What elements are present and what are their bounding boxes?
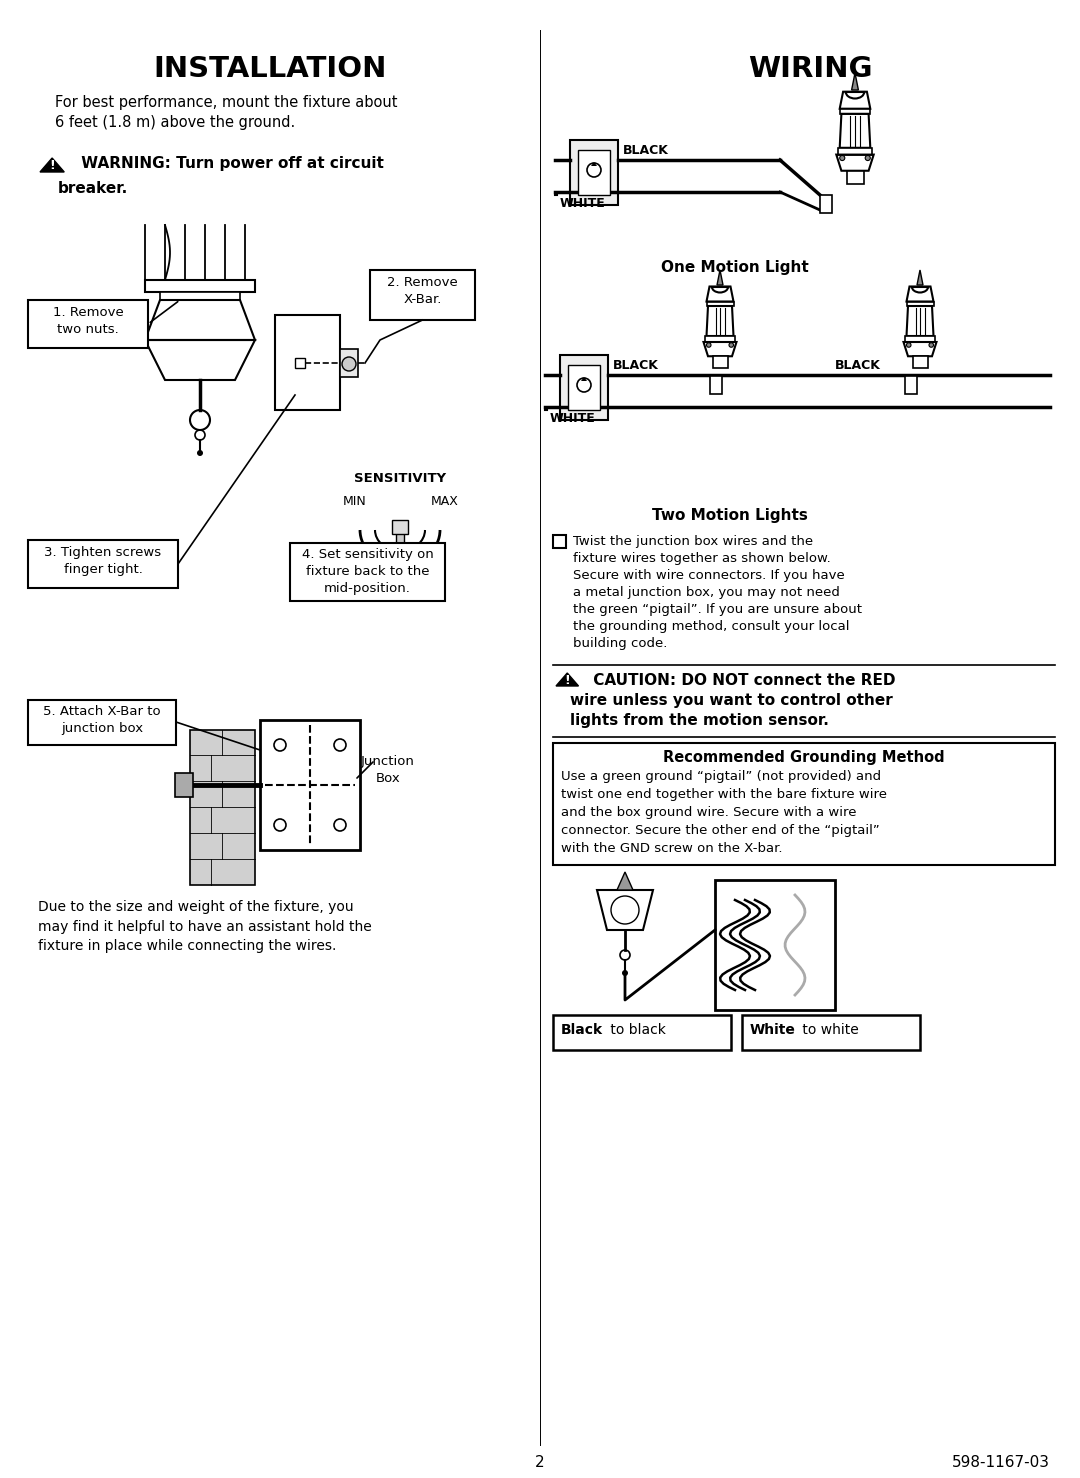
Text: Due to the size and weight of the fixture, you
may find it helpful to have an as: Due to the size and weight of the fixtur… xyxy=(38,900,372,953)
Bar xyxy=(553,1015,731,1049)
Text: WHITE: WHITE xyxy=(561,197,606,210)
Text: MIN: MIN xyxy=(343,495,367,508)
Text: to white: to white xyxy=(798,1023,859,1038)
Bar xyxy=(160,293,240,300)
Text: Recommended Grounding Method: Recommended Grounding Method xyxy=(663,749,945,766)
Bar xyxy=(578,149,610,195)
Text: 2. Remove
X-Bar.: 2. Remove X-Bar. xyxy=(387,276,458,306)
Bar xyxy=(906,302,933,306)
Bar xyxy=(190,730,255,885)
Text: the green “pigtail”. If you are unsure about: the green “pigtail”. If you are unsure a… xyxy=(573,603,862,616)
Bar xyxy=(705,336,735,341)
Text: 3. Tighten screws
finger tight.: 3. Tighten screws finger tight. xyxy=(44,545,162,576)
Bar xyxy=(713,356,728,368)
Text: wire unless you want to control other: wire unless you want to control other xyxy=(570,693,893,708)
Text: 5. Attach X-Bar to
junction box: 5. Attach X-Bar to junction box xyxy=(43,705,161,735)
Bar xyxy=(370,270,475,321)
Bar xyxy=(561,355,608,420)
Bar xyxy=(838,148,872,155)
Text: INSTALLATION: INSTALLATION xyxy=(153,55,387,83)
Bar xyxy=(396,531,404,559)
Text: One Motion Light: One Motion Light xyxy=(661,260,809,275)
Text: a metal junction box, you may not need: a metal junction box, you may not need xyxy=(573,585,840,599)
Text: Secure with wire connectors. If you have: Secure with wire connectors. If you have xyxy=(573,569,845,582)
Bar xyxy=(715,879,835,1009)
Text: Two Motion Lights: Two Motion Lights xyxy=(652,508,808,523)
Polygon shape xyxy=(591,163,597,166)
Text: 2: 2 xyxy=(536,1454,544,1471)
Text: 598-1167-03: 598-1167-03 xyxy=(951,1454,1050,1471)
Bar xyxy=(706,302,733,306)
Text: to black: to black xyxy=(606,1023,666,1038)
Text: WARNING: Turn power off at circuit: WARNING: Turn power off at circuit xyxy=(76,157,383,171)
Bar xyxy=(710,375,723,395)
Bar xyxy=(175,773,193,797)
Bar xyxy=(392,520,408,534)
Text: connector. Secure the other end of the “pigtail”: connector. Secure the other end of the “… xyxy=(561,825,880,837)
Bar xyxy=(28,300,148,347)
Bar xyxy=(553,743,1055,865)
Circle shape xyxy=(929,343,933,347)
Polygon shape xyxy=(917,270,923,285)
Text: Black: Black xyxy=(561,1023,603,1038)
Text: WHITE: WHITE xyxy=(550,412,596,426)
Text: BLACK: BLACK xyxy=(613,359,659,372)
Polygon shape xyxy=(717,270,723,285)
Text: WIRING: WIRING xyxy=(747,55,873,83)
Text: Use a green ground “pigtail” (not provided) and: Use a green ground “pigtail” (not provid… xyxy=(561,770,881,783)
Text: building code.: building code. xyxy=(573,637,667,650)
Bar xyxy=(145,279,255,293)
Bar xyxy=(570,140,618,205)
Text: CAUTION: DO NOT connect the RED: CAUTION: DO NOT connect the RED xyxy=(588,672,895,687)
Text: breaker.: breaker. xyxy=(58,180,129,197)
Circle shape xyxy=(706,343,711,347)
Bar xyxy=(905,336,935,341)
Bar xyxy=(28,701,176,745)
Bar xyxy=(913,356,928,368)
Text: BLACK: BLACK xyxy=(623,143,669,157)
Text: MAX: MAX xyxy=(431,495,459,508)
Circle shape xyxy=(622,970,627,975)
Text: the grounding method, consult your local: the grounding method, consult your local xyxy=(573,619,850,633)
Text: !: ! xyxy=(50,160,55,173)
Circle shape xyxy=(840,155,845,161)
Text: fixture wires together as shown below.: fixture wires together as shown below. xyxy=(573,551,831,565)
Bar xyxy=(742,1015,920,1049)
Text: SENSITIVITY: SENSITIVITY xyxy=(354,471,446,485)
Polygon shape xyxy=(617,872,633,890)
Polygon shape xyxy=(556,672,579,686)
Text: 4. Set sensitivity on
fixture back to the
mid-position.: 4. Set sensitivity on fixture back to th… xyxy=(301,548,433,596)
Text: with the GND screw on the X-bar.: with the GND screw on the X-bar. xyxy=(561,842,783,854)
Text: and the box ground wire. Secure with a wire: and the box ground wire. Secure with a w… xyxy=(561,806,856,819)
Text: White: White xyxy=(750,1023,796,1038)
Polygon shape xyxy=(40,158,64,171)
Circle shape xyxy=(865,155,870,161)
Circle shape xyxy=(906,343,912,347)
Bar xyxy=(553,535,566,548)
Bar xyxy=(820,195,832,213)
Text: BLACK: BLACK xyxy=(835,359,881,372)
Text: lights from the motion sensor.: lights from the motion sensor. xyxy=(570,712,828,729)
Circle shape xyxy=(729,343,733,347)
Bar xyxy=(840,109,870,114)
Circle shape xyxy=(342,358,356,371)
Bar xyxy=(905,375,917,395)
Bar xyxy=(295,358,305,368)
Text: twist one end together with the bare fixture wire: twist one end together with the bare fix… xyxy=(561,788,887,801)
Polygon shape xyxy=(852,72,859,90)
Text: !: ! xyxy=(565,674,570,687)
Bar xyxy=(275,315,340,409)
Bar xyxy=(847,171,864,183)
Text: 1. Remove
two nuts.: 1. Remove two nuts. xyxy=(53,306,123,336)
Bar xyxy=(291,542,445,602)
Bar xyxy=(28,539,178,588)
Bar xyxy=(568,365,600,409)
Circle shape xyxy=(197,449,203,457)
Bar xyxy=(340,349,357,377)
Text: Junction
Box: Junction Box xyxy=(361,755,415,785)
Bar xyxy=(260,720,360,850)
Text: For best performance, mount the fixture about
6 feet (1.8 m) above the ground.: For best performance, mount the fixture … xyxy=(55,95,397,130)
Text: Twist the junction box wires and the: Twist the junction box wires and the xyxy=(573,535,813,548)
Polygon shape xyxy=(581,377,588,381)
